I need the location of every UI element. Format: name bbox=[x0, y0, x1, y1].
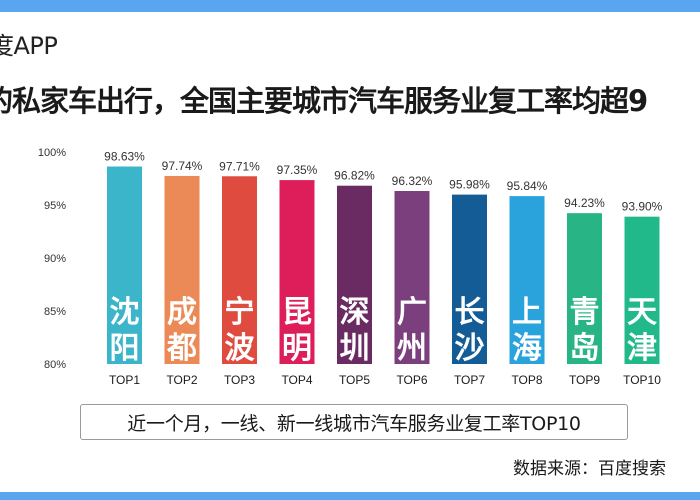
city-name-char: 阳 bbox=[110, 331, 140, 366]
category-label: TOP1 bbox=[109, 373, 140, 387]
y-tick-label: 100% bbox=[38, 147, 66, 159]
bar bbox=[624, 216, 660, 364]
y-tick-label: 95% bbox=[44, 200, 66, 212]
city-name-char: 海 bbox=[512, 331, 542, 366]
category-label: TOP4 bbox=[281, 373, 312, 387]
value-label: 96.82% bbox=[334, 169, 375, 183]
value-label: 93.90% bbox=[622, 200, 663, 214]
bar bbox=[567, 213, 602, 364]
bar bbox=[509, 196, 545, 364]
bar bbox=[279, 180, 315, 364]
value-label: 95.98% bbox=[449, 178, 490, 192]
category-label: TOP10 bbox=[623, 373, 661, 387]
value-label: 97.71% bbox=[219, 159, 260, 173]
city-name-char: 沙 bbox=[455, 331, 485, 366]
chart-caption: 近一个月，一线、新一线城市汽车服务业复工率TOP10 bbox=[80, 404, 628, 440]
city-name-char: 波 bbox=[225, 331, 256, 366]
category-label: TOP9 bbox=[569, 373, 600, 387]
value-label: 98.63% bbox=[104, 150, 145, 164]
bar bbox=[107, 166, 142, 364]
y-tick-label: 85% bbox=[44, 306, 66, 318]
value-label: 95.84% bbox=[507, 179, 548, 193]
category-label: TOP5 bbox=[339, 373, 370, 387]
value-label: 97.74% bbox=[162, 159, 203, 173]
category-label: TOP3 bbox=[224, 373, 255, 387]
app-title: 度APP bbox=[0, 32, 58, 60]
city-name-char: 明 bbox=[282, 331, 312, 366]
city-name-char: 都 bbox=[166, 331, 197, 366]
value-label: 94.23% bbox=[564, 196, 605, 210]
city-name-char: 津 bbox=[627, 331, 657, 366]
city-name-char: 沈 bbox=[110, 295, 140, 330]
city-name-char: 宁 bbox=[225, 295, 255, 330]
data-source: 数据来源：百度搜索 bbox=[513, 459, 666, 479]
bar bbox=[337, 185, 372, 364]
category-label: TOP6 bbox=[396, 373, 427, 387]
bar bbox=[222, 176, 257, 364]
city-name-char: 青 bbox=[570, 295, 600, 330]
city-name-char: 圳 bbox=[340, 331, 370, 366]
bar bbox=[164, 175, 200, 364]
y-tick-label: 90% bbox=[44, 253, 66, 265]
headline: 的私家车出行，全国主要城市汽车服务业复工率均超9 bbox=[0, 84, 648, 118]
city-name-char: 成 bbox=[167, 295, 197, 330]
category-label: TOP2 bbox=[166, 373, 197, 387]
category-label: TOP7 bbox=[454, 373, 485, 387]
category-label: TOP8 bbox=[511, 373, 542, 387]
city-name-char: 州 bbox=[397, 331, 427, 366]
city-name-char: 天 bbox=[627, 295, 657, 330]
y-axis: 80% 85% 90% 95% 100% bbox=[38, 147, 66, 371]
value-label: 97.35% bbox=[277, 163, 318, 177]
bar bbox=[394, 191, 430, 364]
bar bbox=[452, 194, 487, 364]
city-name-char: 昆 bbox=[282, 295, 312, 330]
city-name-char: 上 bbox=[512, 295, 542, 330]
city-name-char: 深 bbox=[340, 295, 370, 330]
city-name-char: 广 bbox=[397, 295, 427, 330]
value-label: 96.32% bbox=[392, 174, 433, 188]
bars: 98.63% 沈阳 TOP1 97.74% 成都 TOP2 97.71% 宁波 TOP3 97.3… bbox=[104, 150, 663, 387]
y-tick-label: 80% bbox=[44, 359, 66, 371]
city-name-char: 岛 bbox=[570, 331, 600, 366]
city-name-char: 长 bbox=[455, 295, 485, 330]
